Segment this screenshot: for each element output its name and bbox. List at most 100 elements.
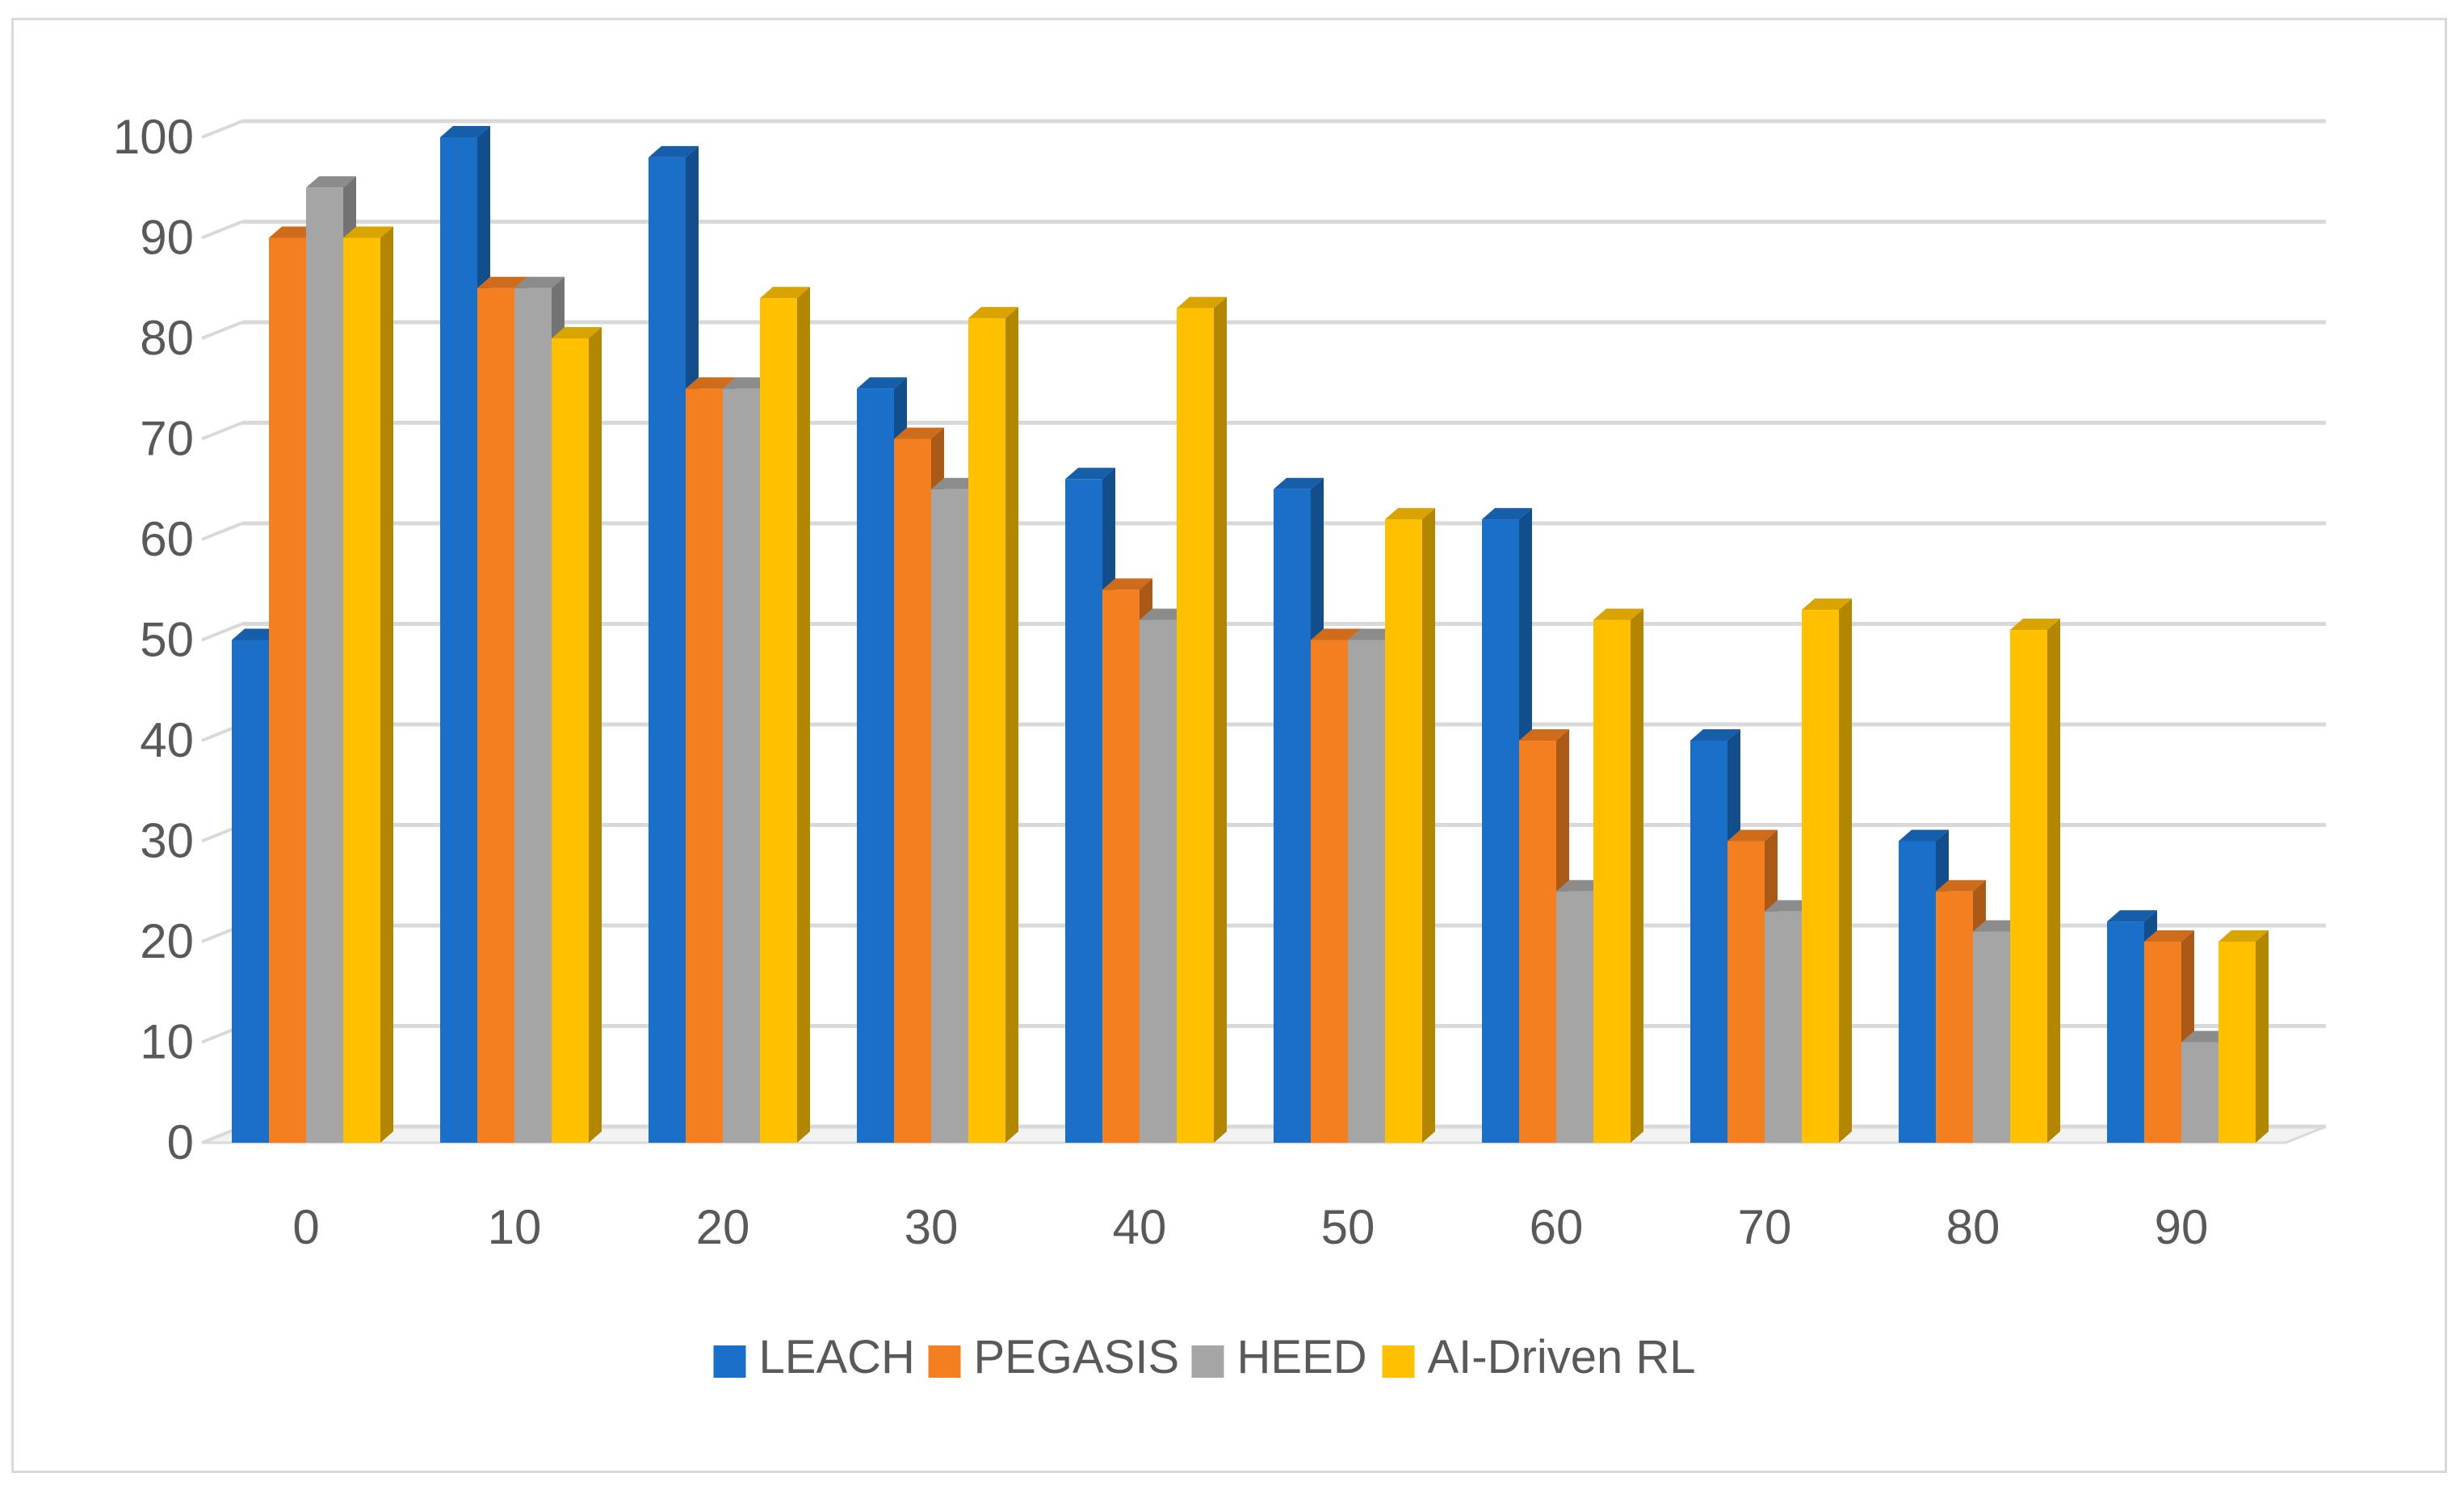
x-tick-label: 90 (2155, 1200, 2209, 1254)
bar-top (514, 276, 565, 288)
y-tick-label: 80 (140, 311, 194, 365)
legend-swatch (713, 1345, 746, 1378)
bar-top (2144, 930, 2194, 942)
legend-label: LEACH (759, 1331, 915, 1383)
x-tick-label: 50 (1321, 1200, 1375, 1254)
bar-top (552, 327, 602, 338)
y-tick-label: 90 (140, 211, 194, 265)
legend-swatch (1382, 1345, 1415, 1378)
bar-front (1973, 931, 2010, 1143)
bar-top (649, 145, 699, 157)
bar-front (2010, 630, 2047, 1143)
bar-top (894, 427, 944, 439)
x-tick-label: 40 (1113, 1200, 1167, 1254)
bar-front (1765, 911, 1802, 1143)
bar-front (306, 187, 343, 1143)
bar-front (1556, 891, 1593, 1143)
bar-front (2144, 942, 2181, 1143)
gridline-depth (201, 220, 243, 240)
bar-front (723, 388, 760, 1143)
legend: LEACH PEGASIS HEED AI-Driven RL (713, 1331, 1695, 1383)
bar-front (968, 318, 1005, 1144)
bar-top (1899, 829, 1949, 842)
bar-front (2107, 921, 2144, 1143)
bar-front (686, 388, 723, 1143)
bar-top (2218, 930, 2269, 942)
bar-top (1519, 729, 1569, 741)
bar-front (1482, 519, 1519, 1143)
bar-top (1385, 508, 1435, 520)
x-tick-label: 0 (292, 1200, 319, 1254)
bar-top (1274, 477, 1324, 489)
bar-front (1274, 489, 1311, 1143)
y-tick-label: 0 (167, 1115, 194, 1169)
y-axis-ticks: 0 10 20 30 40 50 60 70 80 90 100 (113, 110, 194, 1169)
bar-top (1311, 628, 1361, 640)
x-tick-label: 60 (1530, 1200, 1584, 1254)
bar-top (1102, 578, 1152, 590)
y-tick-label: 100 (113, 110, 194, 164)
bar-front (760, 298, 797, 1144)
bar-top (343, 226, 393, 238)
bar-side (1631, 608, 1643, 1143)
bar-ai-driven-rl-60 (1593, 608, 1643, 1143)
bar-front (1140, 619, 1177, 1143)
bar-front (2181, 1042, 2218, 1143)
bar-front (2218, 942, 2256, 1143)
x-tick-label: 70 (1738, 1200, 1792, 1254)
bar-ai-driven-rl-10 (552, 327, 602, 1143)
bar-top (440, 126, 490, 137)
x-axis-ticks: 0 10 20 30 40 50 60 70 80 90 (292, 1200, 2208, 1254)
bar-top (1727, 829, 1778, 842)
y-tick-label: 30 (140, 814, 194, 868)
bar-ai-driven-rl-70 (1802, 598, 1852, 1143)
bar-side (797, 287, 810, 1144)
gridline-depth (201, 120, 243, 139)
legend-item-leach: LEACH (713, 1331, 915, 1383)
bar-top (760, 287, 810, 299)
bar-ai-driven-rl-30 (968, 307, 1018, 1144)
bar-front (1385, 519, 1422, 1143)
legend-label: PEGASIS (974, 1331, 1180, 1383)
bar-front (649, 157, 686, 1143)
bar-front (894, 439, 931, 1143)
bar-top (686, 377, 736, 389)
legend-item-pegasis: PEGASIS (928, 1331, 1180, 1383)
bar-front (1177, 308, 1214, 1143)
bar-front (477, 288, 514, 1143)
bar-front (1102, 590, 1140, 1143)
bar-side (1005, 307, 1018, 1144)
bar-top (477, 276, 527, 288)
bar-side (1214, 296, 1227, 1143)
y-tick-label: 70 (140, 412, 194, 466)
bar-front (514, 288, 552, 1143)
bar-top (1482, 508, 1532, 520)
bar-ai-driven-rl-40 (1177, 296, 1227, 1143)
bar-front (1802, 610, 1839, 1143)
x-tick-label: 80 (1946, 1200, 2000, 1254)
x-tick-label: 20 (696, 1200, 750, 1254)
y-tick-label: 40 (140, 713, 194, 767)
bar-top (1593, 608, 1643, 620)
bar-side (1839, 598, 1852, 1143)
legend-item-ai-driven-rl: AI-Driven RL (1382, 1331, 1695, 1383)
y-tick-label: 20 (140, 914, 194, 968)
bar-front (1348, 640, 1385, 1143)
gridline-depth (201, 321, 243, 340)
y-tick-label: 10 (140, 1015, 194, 1069)
gridline-depth (201, 421, 243, 441)
x-tick-label: 30 (905, 1200, 959, 1254)
bar-front (1899, 841, 1936, 1143)
bar-top (857, 377, 907, 389)
bar-top (2010, 619, 2060, 631)
bar-top (1690, 729, 1740, 741)
gridline-depth (201, 522, 243, 541)
bar-front (1936, 891, 1973, 1143)
bar-front (232, 640, 269, 1143)
bar-front (1727, 841, 1765, 1143)
bar-top (1936, 879, 1986, 892)
bar-top (1177, 296, 1227, 308)
bar-top (306, 176, 356, 188)
bar-front (857, 388, 894, 1143)
bar-front (1519, 741, 1556, 1143)
